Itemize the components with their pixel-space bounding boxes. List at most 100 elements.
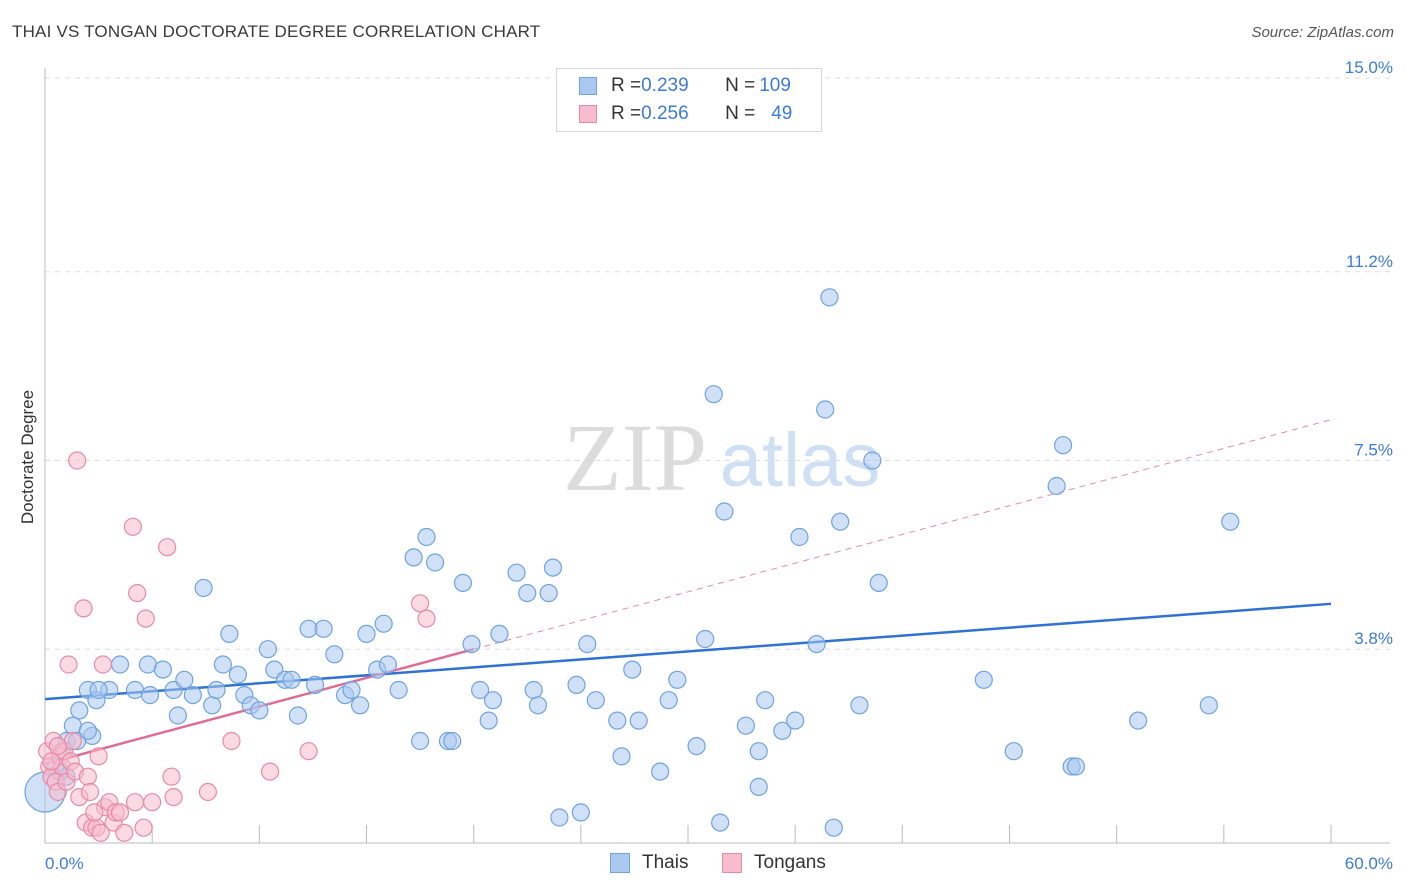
point-thais — [807, 634, 826, 654]
point-thais — [608, 711, 627, 730]
point-thais — [462, 634, 481, 654]
point-thais — [586, 691, 605, 710]
legend-label-tongans: Tongans — [754, 852, 826, 873]
point-tongans — [80, 782, 100, 802]
point-tongans — [260, 762, 280, 781]
point-thais — [715, 502, 734, 521]
legend-swatch-tongans — [722, 853, 742, 873]
point-thais — [668, 670, 687, 689]
point-tongans — [143, 793, 162, 812]
point-thais — [612, 747, 631, 766]
point-thais — [258, 640, 278, 659]
point-thais — [288, 706, 308, 725]
point-thais — [711, 813, 730, 832]
point-tongans — [115, 823, 134, 842]
point-thais — [869, 573, 888, 593]
point-tongans — [299, 742, 318, 761]
point-thais — [629, 711, 648, 730]
point-thais — [749, 742, 768, 761]
source-label: Source: ZipAtlas.com — [1251, 24, 1394, 41]
y-axis-label: Doctorate Degree — [18, 390, 37, 524]
legend-item-thais[interactable]: Thais — [610, 852, 688, 874]
point-tongans — [78, 767, 97, 786]
point-thais — [1128, 711, 1148, 730]
y-tick-label: 3.8% — [1354, 629, 1393, 648]
point-tongans — [417, 609, 436, 628]
point-thais — [696, 629, 715, 649]
tick-labels: 3.8% 7.5% 11.2% 15.0% 0.0% 60.0% — [45, 58, 1393, 873]
point-tongans — [89, 747, 108, 766]
legend-r-value: 0.239 — [641, 75, 689, 96]
point-thais — [850, 696, 869, 715]
trend-line-extension-tongans — [473, 419, 1332, 650]
correlation-legend: R = 0.239 N = 109 R = 0.256 N = 49 — [556, 68, 822, 132]
point-tongans — [164, 787, 183, 807]
point-tongans — [125, 793, 145, 812]
point-thais — [571, 803, 590, 822]
point-thais — [378, 655, 398, 674]
point-thais — [282, 670, 301, 689]
point-thais — [203, 696, 222, 715]
point-tongans — [59, 655, 78, 674]
point-thais — [357, 624, 376, 644]
point-tongans — [68, 451, 87, 470]
point-tongans — [93, 655, 112, 674]
point-thais — [410, 731, 430, 751]
point-thais — [1053, 436, 1073, 455]
point-thais — [550, 808, 569, 827]
point-thais — [425, 553, 445, 572]
point-thais — [567, 675, 586, 695]
point-thais — [578, 634, 597, 654]
point-thais — [1047, 476, 1066, 496]
legend-swatch-tongans — [579, 105, 597, 123]
y-tick-label: 11.2% — [1346, 252, 1393, 271]
point-thais — [816, 400, 835, 419]
grid-lines — [45, 77, 1390, 650]
point-thais — [443, 731, 462, 751]
series-legend: Thais Tongans — [0, 852, 1406, 878]
legend-r-label: R = — [611, 75, 642, 96]
point-thais — [863, 451, 882, 470]
point-thais — [213, 655, 232, 674]
point-thais — [479, 711, 498, 730]
point-thais — [687, 736, 706, 756]
legend-n-label: N = — [725, 103, 756, 124]
point-thais — [325, 645, 344, 664]
legend-swatch-thais — [579, 77, 597, 95]
point-tongans — [222, 731, 241, 751]
point-thais — [483, 691, 503, 710]
point-thais — [1004, 742, 1023, 761]
point-thais — [342, 680, 361, 700]
point-tongans — [162, 767, 181, 786]
point-thais — [220, 624, 239, 644]
point-tongans — [128, 583, 147, 603]
legend-item-tongans[interactable]: Tongans — [722, 852, 826, 874]
point-thais — [470, 680, 490, 700]
point-tongans — [42, 752, 61, 771]
point-thais — [350, 696, 370, 715]
point-thais — [786, 711, 805, 730]
legend-label-thais: Thais — [642, 852, 689, 873]
point-thais — [140, 685, 160, 705]
point-thais — [518, 583, 537, 603]
watermark: ZIP atlas — [563, 404, 880, 511]
point-thais — [89, 680, 108, 700]
point-tongans — [134, 818, 153, 837]
legend-n-value: 109 — [759, 75, 791, 96]
point-thais — [773, 721, 792, 740]
point-tongans — [91, 823, 110, 842]
point-thais — [490, 624, 509, 644]
point-thais — [250, 701, 269, 720]
point-thais — [1066, 757, 1086, 776]
point-thais — [1199, 696, 1218, 715]
point-thais — [659, 691, 678, 710]
x-tick-label: 60.0% — [1345, 854, 1393, 873]
point-thais — [507, 563, 526, 582]
point-thais — [404, 548, 423, 567]
legend-n-value: 49 — [771, 103, 793, 124]
point-tongans — [48, 736, 67, 756]
point-thais — [790, 527, 809, 547]
point-thais — [168, 706, 187, 725]
point-tongans — [410, 594, 430, 613]
legend-row-thais: R = 0.239 N = 109 — [579, 74, 791, 98]
